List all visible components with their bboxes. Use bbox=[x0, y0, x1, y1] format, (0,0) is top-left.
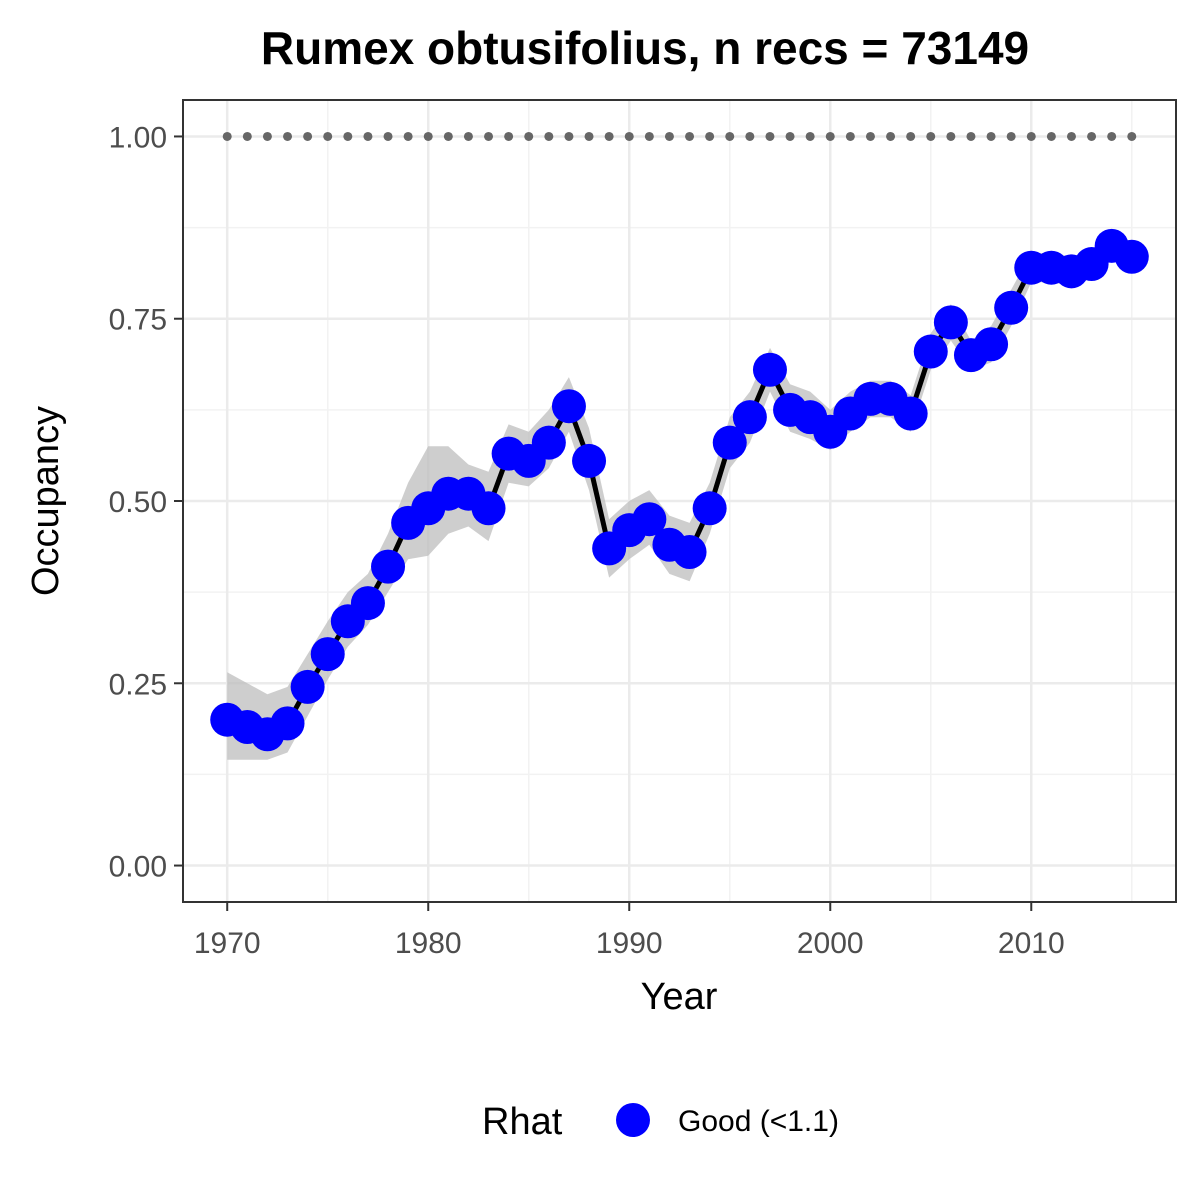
reference-dot bbox=[343, 131, 353, 141]
x-axis: 1970 1980 1990 2000 2010 bbox=[194, 902, 1065, 960]
y-axis: 0.00 0.25 0.50 0.75 1.00 bbox=[109, 121, 183, 884]
reference-dot bbox=[845, 131, 855, 141]
y-axis-label: Occupancy bbox=[25, 406, 67, 596]
data-point bbox=[974, 327, 1009, 362]
reference-dot bbox=[685, 131, 695, 141]
reference-dot bbox=[946, 131, 956, 141]
data-point bbox=[692, 491, 727, 526]
y-tick-label: 0.75 bbox=[109, 304, 167, 337]
reference-dot bbox=[443, 131, 453, 141]
data-point bbox=[913, 334, 948, 369]
reference-dot bbox=[624, 131, 634, 141]
reference-dot bbox=[785, 131, 795, 141]
legend: Rhat Good (<1.1) bbox=[482, 1101, 839, 1143]
data-point bbox=[572, 443, 607, 478]
data-point bbox=[350, 586, 385, 621]
reference-dot bbox=[926, 131, 936, 141]
data-point bbox=[551, 389, 586, 424]
data-point bbox=[933, 305, 968, 340]
reference-dot bbox=[242, 131, 252, 141]
confidence-ribbon bbox=[227, 231, 1132, 760]
confidence-ribbon-layer bbox=[227, 231, 1132, 760]
y-tick-label: 0.25 bbox=[109, 668, 167, 701]
reference-dot bbox=[604, 131, 614, 141]
reference-dot bbox=[825, 131, 835, 141]
reference-dot bbox=[222, 131, 232, 141]
reference-dot bbox=[664, 131, 674, 141]
reference-dot bbox=[363, 131, 373, 141]
reference-dot bbox=[705, 131, 715, 141]
reference-dot bbox=[1127, 131, 1137, 141]
reference-dot bbox=[1046, 131, 1056, 141]
reference-dot bbox=[805, 131, 815, 141]
reference-dot bbox=[584, 131, 594, 141]
data-point bbox=[893, 396, 928, 431]
reference-dot bbox=[323, 131, 333, 141]
chart-title: Rumex obtusifolius, n recs = 73149 bbox=[261, 22, 1029, 74]
reference-dot bbox=[463, 131, 473, 141]
data-point bbox=[732, 400, 767, 435]
reference-dot bbox=[383, 131, 393, 141]
reference-line-layer bbox=[222, 131, 1137, 141]
data-point bbox=[712, 425, 747, 460]
reference-dot bbox=[966, 131, 976, 141]
reference-dot bbox=[986, 131, 996, 141]
legend-key-good bbox=[616, 1103, 650, 1137]
reference-dot bbox=[564, 131, 574, 141]
reference-dot bbox=[1006, 131, 1016, 141]
legend-title: Rhat bbox=[482, 1101, 563, 1143]
reference-dot bbox=[524, 131, 534, 141]
reference-dot bbox=[262, 131, 272, 141]
data-point bbox=[290, 669, 325, 704]
x-tick-label: 2010 bbox=[998, 927, 1065, 960]
reference-dot bbox=[1066, 131, 1076, 141]
data-point bbox=[531, 425, 566, 460]
data-point bbox=[632, 502, 667, 537]
y-tick-label: 0.00 bbox=[109, 851, 167, 884]
reference-dot bbox=[423, 131, 433, 141]
data-point bbox=[371, 549, 406, 584]
legend-label-good: Good (<1.1) bbox=[678, 1105, 839, 1138]
reference-dot bbox=[303, 131, 313, 141]
data-point bbox=[1114, 239, 1149, 274]
reference-dot bbox=[865, 131, 875, 141]
reference-dot bbox=[745, 131, 755, 141]
y-tick-label: 1.00 bbox=[109, 121, 167, 154]
reference-dot bbox=[484, 131, 494, 141]
reference-dot bbox=[906, 131, 916, 141]
data-point bbox=[270, 706, 305, 741]
reference-dot bbox=[886, 131, 896, 141]
reference-dot bbox=[544, 131, 554, 141]
reference-dot bbox=[283, 131, 293, 141]
x-axis-label: Year bbox=[641, 976, 718, 1018]
reference-dot bbox=[644, 131, 654, 141]
x-tick-label: 1970 bbox=[194, 927, 261, 960]
reference-dot bbox=[403, 131, 413, 141]
data-point bbox=[310, 637, 345, 672]
data-point bbox=[672, 535, 707, 570]
reference-dot bbox=[725, 131, 735, 141]
y-tick-label: 0.50 bbox=[109, 486, 167, 519]
x-tick-label: 1990 bbox=[596, 927, 663, 960]
x-tick-label: 1980 bbox=[395, 927, 462, 960]
data-point bbox=[994, 290, 1029, 325]
reference-dot bbox=[1026, 131, 1036, 141]
reference-dot bbox=[504, 131, 514, 141]
reference-dot bbox=[765, 131, 775, 141]
reference-dot bbox=[1107, 131, 1117, 141]
reference-dot bbox=[1087, 131, 1097, 141]
series-points-layer bbox=[210, 228, 1149, 752]
x-tick-label: 2000 bbox=[797, 927, 864, 960]
data-point bbox=[471, 491, 506, 526]
data-point bbox=[752, 352, 787, 387]
